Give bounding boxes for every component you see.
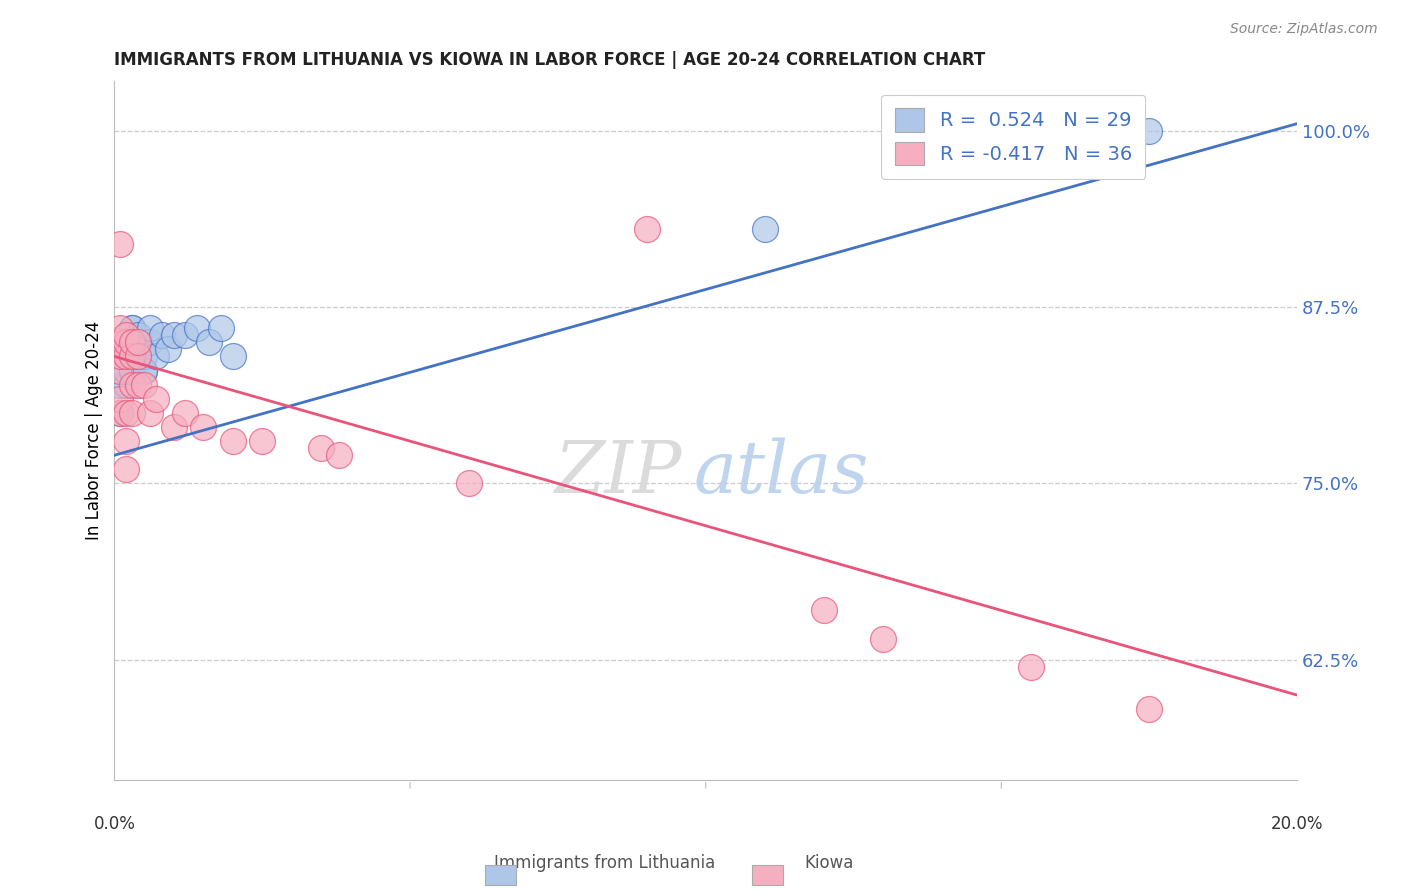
- Point: [121, 335, 143, 350]
- Point: [252, 434, 274, 449]
- Point: [110, 406, 132, 420]
- Point: [174, 328, 197, 343]
- Point: [121, 335, 143, 350]
- Point: [145, 350, 167, 364]
- Y-axis label: In Labor Force | Age 20-24: In Labor Force | Age 20-24: [86, 321, 103, 541]
- Text: atlas: atlas: [695, 437, 869, 508]
- Point: [1137, 124, 1160, 138]
- Text: Source: ZipAtlas.com: Source: ZipAtlas.com: [1230, 22, 1378, 37]
- Point: [121, 350, 143, 364]
- Point: [127, 377, 149, 392]
- Point: [1137, 702, 1160, 716]
- Point: [127, 335, 149, 350]
- Text: IMMIGRANTS FROM LITHUANIA VS KIOWA IN LABOR FORCE | AGE 20-24 CORRELATION CHART: IMMIGRANTS FROM LITHUANIA VS KIOWA IN LA…: [114, 51, 986, 69]
- Text: Kiowa: Kiowa: [804, 855, 855, 872]
- Point: [115, 377, 138, 392]
- Point: [115, 406, 138, 420]
- Point: [132, 363, 155, 377]
- Point: [127, 328, 149, 343]
- Point: [139, 406, 162, 420]
- Point: [115, 434, 138, 449]
- Point: [121, 363, 143, 377]
- Point: [221, 434, 243, 449]
- Point: [150, 328, 173, 343]
- Point: [139, 335, 162, 350]
- Point: [872, 632, 894, 646]
- Point: [156, 343, 179, 357]
- Point: [121, 321, 143, 335]
- Point: [127, 350, 149, 364]
- Point: [162, 328, 184, 343]
- Point: [121, 377, 143, 392]
- Legend: R =  0.524   N = 29, R = -0.417   N = 36: R = 0.524 N = 29, R = -0.417 N = 36: [882, 95, 1146, 179]
- Point: [132, 350, 155, 364]
- Point: [162, 420, 184, 434]
- Point: [145, 392, 167, 406]
- Point: [198, 335, 221, 350]
- Point: [110, 406, 132, 420]
- Point: [121, 321, 143, 335]
- Text: 20.0%: 20.0%: [1271, 815, 1323, 833]
- Point: [110, 321, 132, 335]
- Point: [754, 222, 776, 236]
- Point: [132, 363, 155, 377]
- Text: 0.0%: 0.0%: [93, 815, 135, 833]
- Point: [110, 236, 132, 251]
- Point: [115, 462, 138, 476]
- Point: [132, 377, 155, 392]
- Point: [110, 363, 132, 377]
- Point: [311, 441, 333, 455]
- Point: [328, 448, 350, 462]
- Point: [813, 603, 835, 617]
- Point: [209, 321, 232, 335]
- Point: [115, 363, 138, 377]
- Point: [121, 406, 143, 420]
- Point: [110, 392, 132, 406]
- Point: [636, 222, 658, 236]
- Point: [186, 321, 208, 335]
- Point: [110, 335, 132, 350]
- Point: [458, 476, 481, 491]
- Point: [110, 377, 132, 392]
- Text: ZIP: ZIP: [555, 437, 682, 508]
- Point: [191, 420, 214, 434]
- Point: [115, 350, 138, 364]
- Point: [127, 350, 149, 364]
- Point: [221, 350, 243, 364]
- Point: [110, 350, 132, 364]
- Point: [115, 335, 138, 350]
- Point: [127, 335, 149, 350]
- Point: [115, 350, 138, 364]
- Point: [139, 321, 162, 335]
- Point: [174, 406, 197, 420]
- Point: [121, 350, 143, 364]
- Text: Immigrants from Lithuania: Immigrants from Lithuania: [494, 855, 716, 872]
- Point: [1019, 660, 1042, 674]
- Point: [115, 328, 138, 343]
